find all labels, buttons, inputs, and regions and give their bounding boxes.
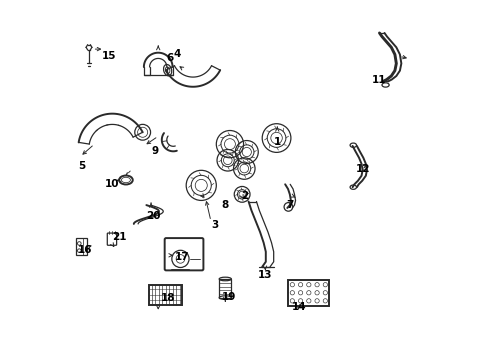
Text: 9: 9 <box>152 146 159 156</box>
Text: 6: 6 <box>166 53 173 63</box>
Text: 17: 17 <box>175 252 190 262</box>
Bar <box>219 279 231 298</box>
Text: 3: 3 <box>211 220 218 230</box>
Bar <box>76 238 87 255</box>
Text: 16: 16 <box>78 245 93 255</box>
Text: 2: 2 <box>242 191 248 201</box>
Text: 13: 13 <box>257 270 272 280</box>
Text: 1: 1 <box>273 138 281 147</box>
Text: 15: 15 <box>101 51 116 61</box>
Text: 12: 12 <box>356 164 370 174</box>
Text: 5: 5 <box>78 161 85 171</box>
Bar <box>149 285 181 305</box>
Text: 11: 11 <box>372 75 387 85</box>
Text: 4: 4 <box>173 49 180 59</box>
Text: 19: 19 <box>221 292 236 302</box>
Text: 7: 7 <box>286 200 294 210</box>
Text: 14: 14 <box>292 302 306 312</box>
Text: 10: 10 <box>105 179 120 189</box>
Text: 18: 18 <box>161 293 175 303</box>
Text: 20: 20 <box>147 211 161 221</box>
Text: 21: 21 <box>112 232 127 242</box>
Text: 8: 8 <box>221 200 229 210</box>
Bar <box>288 280 329 306</box>
